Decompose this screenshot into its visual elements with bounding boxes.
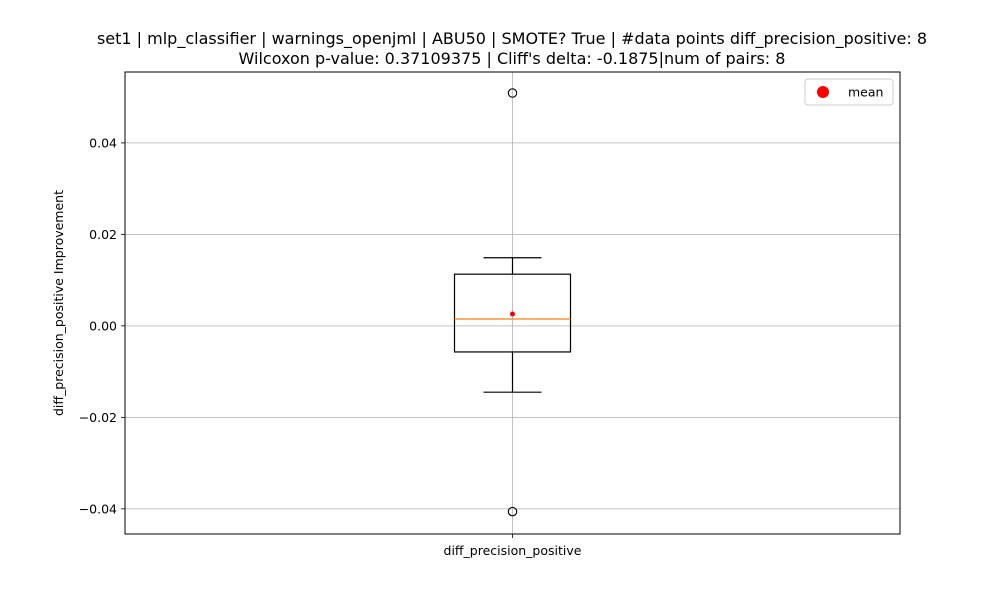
x-axis-ticks: diff_precision_positive (444, 534, 582, 558)
legend-mean-marker (817, 86, 829, 98)
y-tick-label: 0.04 (89, 135, 117, 150)
chart-title-line-1: set1 | mlp_classifier | warnings_openjml… (97, 29, 927, 49)
y-axis-label: diff_precision_positive Improvement (51, 190, 66, 416)
chart-title-line-2: Wilcoxon p-value: 0.37109375 | Cliff's d… (239, 49, 786, 68)
grid-lines (125, 72, 900, 534)
legend: mean (804, 78, 894, 106)
legend-frame (804, 78, 894, 106)
mean-marker (510, 311, 515, 317)
y-axis-ticks: −0.04 −0.02 0.00 0.02 0.04 (79, 135, 125, 516)
outlier-point (507, 506, 518, 517)
legend-mean-label: mean (848, 85, 883, 100)
y-tick-label: 0.00 (89, 318, 117, 333)
y-tick-label: −0.04 (79, 501, 117, 516)
y-tick-label: 0.02 (89, 227, 117, 242)
box-group (453, 88, 572, 517)
outlier-point (507, 88, 518, 98)
interquartile-box (453, 273, 572, 353)
plot-area-frame (124, 71, 901, 535)
y-tick-label: −0.02 (79, 410, 117, 425)
x-tick-label: diff_precision_positive (444, 543, 582, 558)
